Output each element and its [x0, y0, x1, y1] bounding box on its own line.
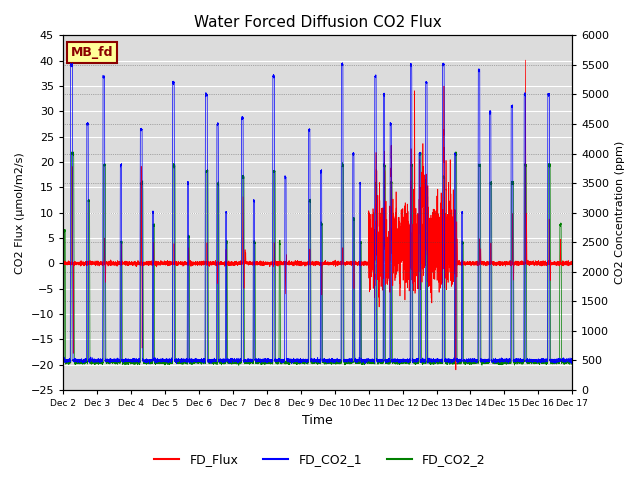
X-axis label: Time: Time	[302, 414, 333, 427]
Legend: FD_Flux, FD_CO2_1, FD_CO2_2: FD_Flux, FD_CO2_1, FD_CO2_2	[149, 448, 491, 471]
Y-axis label: CO2 Flux (μmol/m2/s): CO2 Flux (μmol/m2/s)	[15, 152, 25, 274]
Text: MB_fd: MB_fd	[71, 46, 113, 59]
Y-axis label: CO2 Concentration (ppm): CO2 Concentration (ppm)	[615, 141, 625, 284]
Title: Water Forced Diffusion CO2 Flux: Water Forced Diffusion CO2 Flux	[194, 15, 442, 30]
